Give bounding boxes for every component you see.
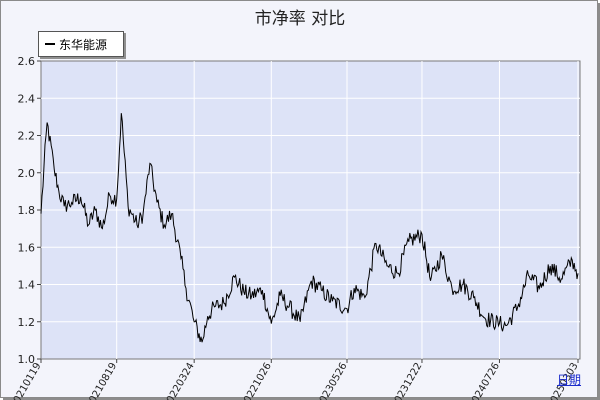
y-tick-label: 2.0 [18, 167, 36, 180]
y-tick-label: 1.2 [18, 316, 36, 329]
legend-label: 东华能源 [59, 37, 108, 52]
y-axis-ticks: 1.0 1.2 1.4 1.6 1.8 2.0 2.2 2.4 2.6 [18, 55, 41, 366]
y-tick-label: 2.4 [18, 92, 36, 105]
x-tick-label: 20231222 [390, 361, 425, 400]
y-tick-label: 1.8 [18, 204, 36, 217]
x-tick-label: 20221026 [239, 361, 274, 400]
x-tick-label: 20210819 [84, 361, 119, 400]
y-tick-label: 1.4 [18, 279, 36, 292]
series-line-donghua-energy [40, 113, 579, 343]
y-tick-label: 2.6 [18, 55, 36, 68]
x-axis-ticks: 20210119 20210819 20220324 20221026 20230526… [9, 359, 581, 400]
chart-title: 市净率 对比 [254, 9, 346, 29]
x-tick-label: 20210119 [9, 361, 44, 400]
legend-swatch [45, 43, 55, 45]
x-tick-label: 20220324 [162, 361, 197, 400]
legend: 东华能源 [38, 31, 124, 57]
y-tick-label: 2.2 [18, 130, 36, 143]
x-tick-label: 20240726 [467, 361, 502, 400]
y-tick-label: 1.0 [18, 353, 36, 366]
y-tick-label: 1.6 [18, 241, 36, 254]
x-tick-label: 20230526 [315, 361, 350, 400]
x-axis-label-date-link[interactable]: 日期 [557, 373, 582, 387]
